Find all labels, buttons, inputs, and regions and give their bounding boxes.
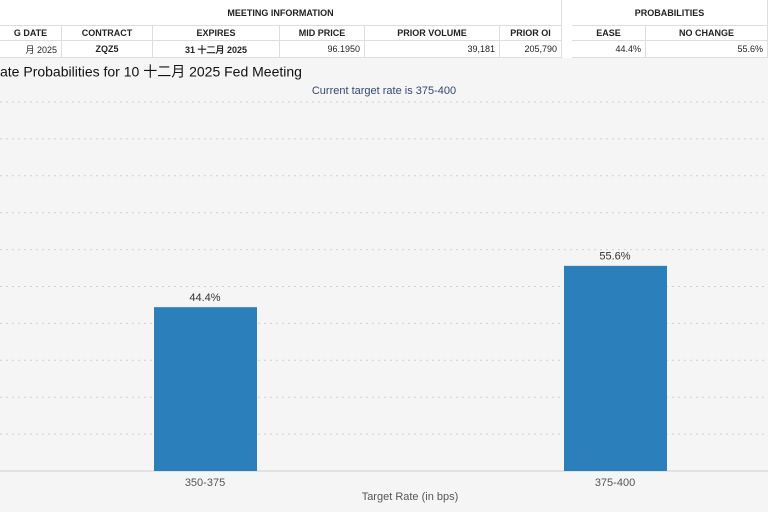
- table-cell: ZQZ5: [62, 41, 153, 58]
- group-header: PROBABILITIES: [572, 0, 768, 26]
- table-cell: 55.6%: [646, 41, 768, 58]
- x-axis-label: Target Rate (in bps): [362, 491, 459, 503]
- table-cell: 96.1950: [280, 41, 365, 58]
- chart-title: ate Probabilities for 10 十二月 2025 Fed Me…: [0, 64, 302, 80]
- x-tick-label: 375-400: [595, 477, 635, 489]
- table-cell: 205,790: [500, 41, 562, 58]
- data-label: 55.6%: [599, 251, 630, 263]
- chart: ate Probabilities for 10 十二月 2025 Fed Me…: [0, 64, 768, 503]
- column-header: CONTRACT: [62, 26, 153, 41]
- table-cell: 44.4%: [572, 41, 646, 58]
- column-header: PRIOR OI: [500, 26, 562, 41]
- table-cell: 39,181: [365, 41, 500, 58]
- column-header: EXPIRES: [153, 26, 280, 41]
- bar: [564, 265, 667, 471]
- info-table: MEETING INFORMATION PROBABILITIES G DATE 月 …: [0, 0, 768, 58]
- table-cell: 月 2025: [0, 41, 62, 58]
- table-cell: 31 十二月 2025: [153, 41, 280, 58]
- group-header: MEETING INFORMATION: [0, 0, 562, 26]
- bar: [154, 307, 257, 471]
- chart-subtitle: Current target rate is 375-400: [312, 85, 456, 97]
- data-label: 44.4%: [189, 292, 220, 304]
- column-header: PRIOR VOLUME: [365, 26, 500, 41]
- x-tick-label: 350-375: [185, 477, 225, 489]
- column-header: G DATE: [0, 26, 62, 41]
- column-header: NO CHANGE: [646, 26, 768, 41]
- column-header: EASE: [572, 26, 646, 41]
- column-header: MID PRICE: [280, 26, 365, 41]
